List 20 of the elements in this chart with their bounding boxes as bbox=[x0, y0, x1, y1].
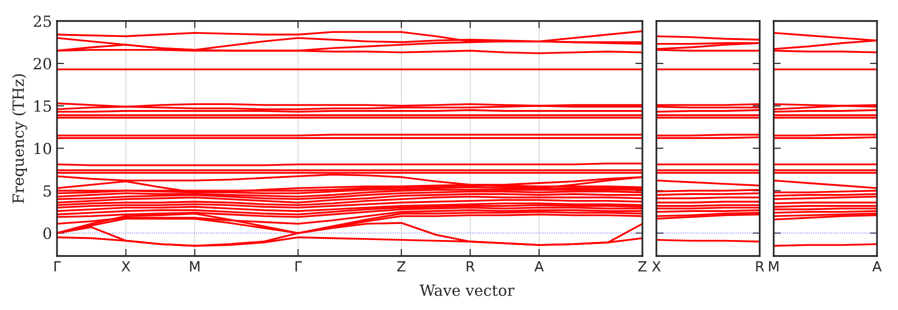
x-tick-label: Γ bbox=[54, 261, 61, 272]
y-axis-title: Frequency (THz) bbox=[12, 74, 28, 204]
y-tick-label: 5 bbox=[44, 185, 51, 197]
x-tick-label: M bbox=[769, 261, 778, 272]
x-tick-label: Z bbox=[397, 261, 406, 272]
y-tick-label: 20 bbox=[34, 58, 52, 70]
x-tick-label: A bbox=[534, 261, 544, 272]
x-tick-label: X bbox=[652, 261, 661, 272]
x-tick-label: Z bbox=[638, 261, 647, 272]
x-tick-label: X bbox=[122, 261, 130, 272]
x-tick-label: M bbox=[190, 261, 200, 272]
y-tick-label: 15 bbox=[34, 100, 51, 112]
x-tick-label: R bbox=[756, 261, 764, 272]
x-tick-label: R bbox=[466, 261, 475, 272]
x-tick-label: Γ bbox=[296, 261, 302, 272]
x-axis-title: Wave vector bbox=[420, 284, 514, 296]
x-tick-label: A bbox=[872, 261, 882, 272]
y-tick-label: 10 bbox=[34, 142, 52, 154]
y-tick-label: 25 bbox=[34, 15, 51, 28]
y-tick-label: 0 bbox=[43, 228, 52, 240]
